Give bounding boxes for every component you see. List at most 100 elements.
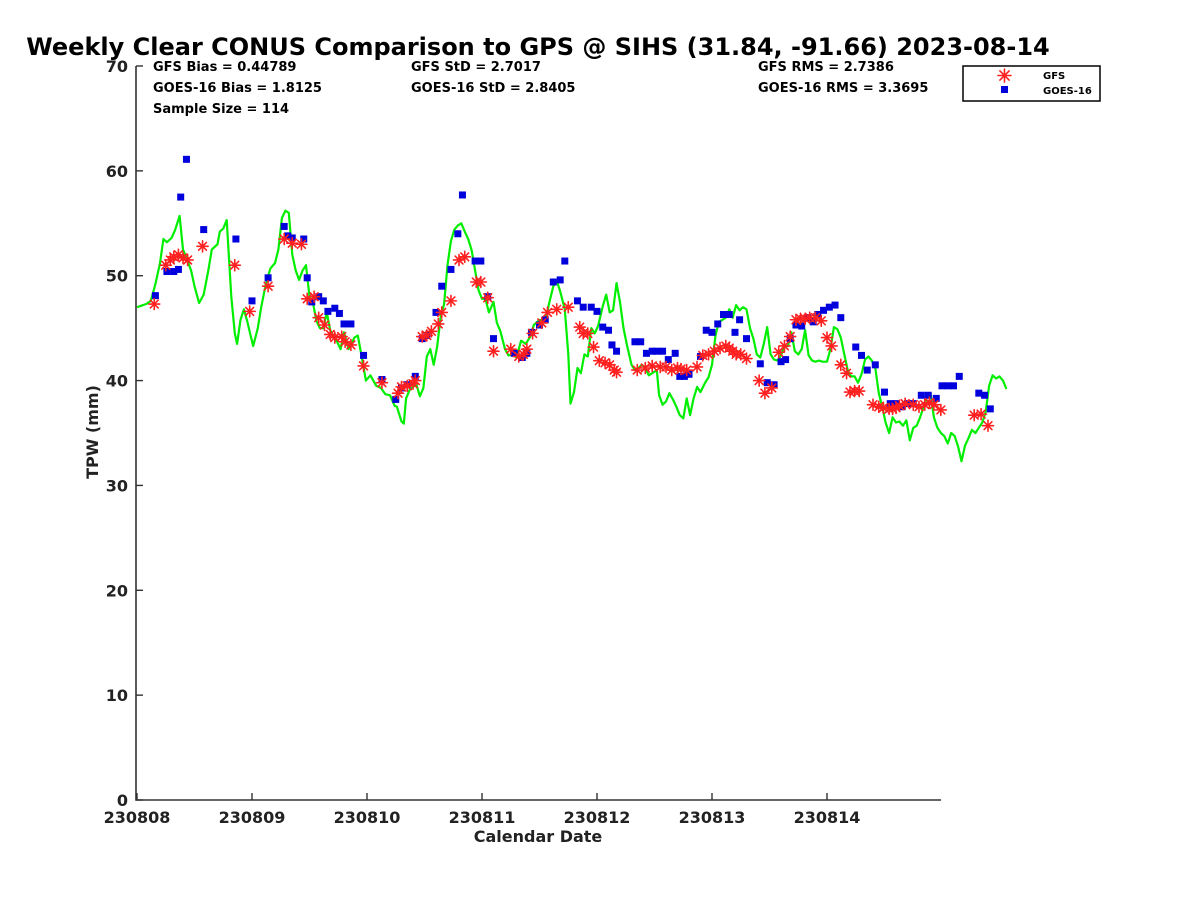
gfs-point: [690, 360, 704, 374]
goes16-point: [743, 335, 750, 343]
gfs-point: [318, 318, 331, 332]
gfs-point: [967, 408, 981, 422]
gfs-point: [487, 344, 500, 358]
goes16-point: [549, 278, 557, 286]
gfs-point: [927, 398, 941, 411]
gfs-point: [435, 306, 449, 319]
axes: 0 10 20 30 40 50 60 70 230808 230809 230810 230811 2…: [104, 57, 941, 827]
goes16-point: [798, 322, 806, 330]
gfs-point: [312, 311, 326, 324]
gfs-point: [408, 374, 422, 387]
plot-area: [136, 155, 1008, 463]
y-tick-label: 0: [117, 791, 128, 810]
goes16-point: [986, 405, 994, 413]
goes16-point: [763, 379, 771, 387]
goes16-point: [631, 338, 639, 346]
gfs-point: [783, 330, 797, 343]
gfs-point: [852, 384, 866, 398]
goes16-point: [324, 307, 332, 315]
gfs-point: [630, 363, 644, 377]
gfs-std-stat: GFS StD = 2.7017: [411, 60, 541, 75]
goes16-point: [174, 265, 182, 273]
goes16-point: [593, 307, 601, 315]
goes16-point: [871, 361, 879, 369]
gfs-point: [535, 316, 549, 330]
goes16-point: [319, 297, 327, 305]
gfs-point: [981, 419, 995, 432]
goes16-point: [975, 389, 983, 397]
goes16-point: [280, 222, 288, 230]
gfs-point: [444, 294, 458, 308]
gfs-point: [825, 339, 838, 353]
y-tick-label: 50: [106, 267, 128, 286]
goes16-point: [725, 311, 733, 319]
gfs-point: [898, 397, 912, 410]
y-tick-label: 60: [106, 162, 128, 181]
gfs-point: [375, 376, 389, 389]
gfs-point: [526, 327, 539, 340]
goes-rms-stat: GOES-16 RMS = 3.3695: [758, 81, 928, 96]
goes16-point: [736, 316, 744, 324]
gfs-point: [474, 275, 488, 289]
goes16-point: [950, 382, 957, 390]
goes16-point: [731, 328, 739, 336]
goes16-point: [556, 276, 564, 284]
legend-gfs-label: GFS: [1043, 71, 1065, 82]
goes16-point: [917, 391, 925, 399]
goes16-point: [561, 257, 569, 265]
goes16-point: [685, 370, 693, 378]
gfs-point: [431, 317, 445, 331]
gfs-point: [458, 250, 472, 264]
legend: GFS GOES-16: [962, 65, 1101, 102]
gfs-point: [357, 359, 370, 373]
goes16-point: [648, 347, 656, 355]
legend-box: [962, 65, 1101, 102]
gfs-point: [295, 237, 308, 251]
goes16-point: [932, 394, 940, 402]
stats-block: GFS Bias = 0.44789 GOES-16 Bias = 1.8125…: [153, 60, 928, 117]
goes16-point: [955, 372, 963, 380]
goes16-point: [881, 388, 888, 396]
y-tick-label: 20: [106, 581, 128, 600]
gfs-point: [243, 305, 256, 318]
goes16-point: [232, 235, 240, 243]
goes16-point: [308, 298, 316, 306]
goes16-point: [587, 303, 595, 311]
x-tick-label: 230813: [679, 808, 746, 827]
goes16-point: [170, 268, 178, 276]
goes16-point: [653, 347, 661, 355]
gfs-point: [814, 314, 828, 328]
goes16-point: [924, 391, 932, 399]
gfs-point: [307, 290, 321, 303]
gfs-point: [504, 342, 518, 356]
gfs-point: [765, 381, 779, 395]
gfs-point: [196, 240, 209, 253]
goes16-point: [360, 351, 368, 359]
goes16-point: [340, 320, 348, 328]
gfs-point: [778, 339, 791, 353]
goes16-point: [886, 400, 894, 408]
axis-lines: [135, 66, 941, 801]
series-gps-line: [136, 209, 1008, 463]
gfs-point: [425, 324, 438, 338]
goes16-point: [659, 347, 667, 355]
gfs-point: [610, 365, 623, 379]
goes16-point: [837, 314, 845, 322]
gfs-point: [820, 331, 834, 344]
goes16-point: [852, 343, 860, 351]
goes16-point: [477, 257, 485, 265]
goes16-point: [177, 193, 185, 201]
legend-goes-label: GOES-16: [1043, 86, 1092, 97]
goes16-point: [471, 257, 479, 265]
legend-goes-marker: [1001, 86, 1008, 93]
legend-gfs-marker: [997, 68, 1012, 83]
goes16-point: [335, 309, 343, 317]
gfs-point: [517, 348, 530, 361]
goes16-point: [608, 341, 616, 349]
goes16-point: [248, 297, 256, 305]
y-tick-label: 70: [106, 57, 128, 76]
goes16-point: [680, 372, 688, 380]
gfs-point: [758, 386, 772, 400]
goes16-point: [642, 349, 650, 357]
